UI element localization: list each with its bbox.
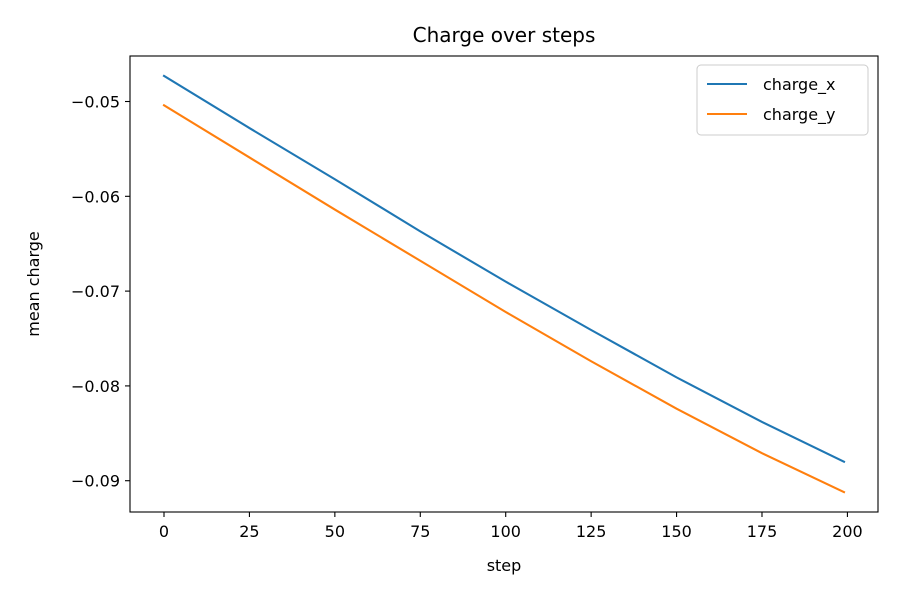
series-layer [162, 74, 846, 494]
y-tick-label: −0.08 [71, 377, 120, 396]
x-tick-label: 100 [490, 522, 521, 541]
x-axis-ticks: 0 25 50 75 100 125 150 175 200 [159, 512, 863, 541]
legend-box [696, 64, 869, 136]
x-tick-label: 25 [239, 522, 259, 541]
y-tick-label: −0.07 [71, 282, 120, 301]
legend-label-charge-x: charge_x [763, 75, 836, 95]
y-axis-label: mean charge [24, 231, 43, 337]
series-line-charge-x [162, 74, 846, 464]
axes-layer [129, 55, 879, 513]
x-tick-label: 200 [832, 522, 863, 541]
plot-frame [129, 55, 879, 513]
series-line-charge-y [162, 103, 846, 494]
x-tick-label: 50 [325, 522, 345, 541]
legend: charge_x charge_y [696, 64, 869, 136]
x-tick-label: 75 [410, 522, 430, 541]
legend-items: charge_x charge_y [707, 75, 836, 125]
x-axis-label: step [487, 556, 522, 575]
x-tick-label: 125 [576, 522, 607, 541]
y-tick-label: −0.05 [71, 93, 120, 112]
legend-label-charge-y: charge_y [763, 105, 836, 125]
x-tick-label: 175 [747, 522, 778, 541]
x-tick-label: 150 [661, 522, 692, 541]
y-axis-ticks: −0.09 −0.08 −0.07 −0.06 −0.05 [71, 93, 130, 491]
x-tick-label: 0 [159, 522, 169, 541]
y-tick-label: −0.06 [71, 187, 120, 206]
y-tick-label: −0.09 [71, 472, 120, 491]
chart-title: Charge over steps [413, 23, 596, 47]
